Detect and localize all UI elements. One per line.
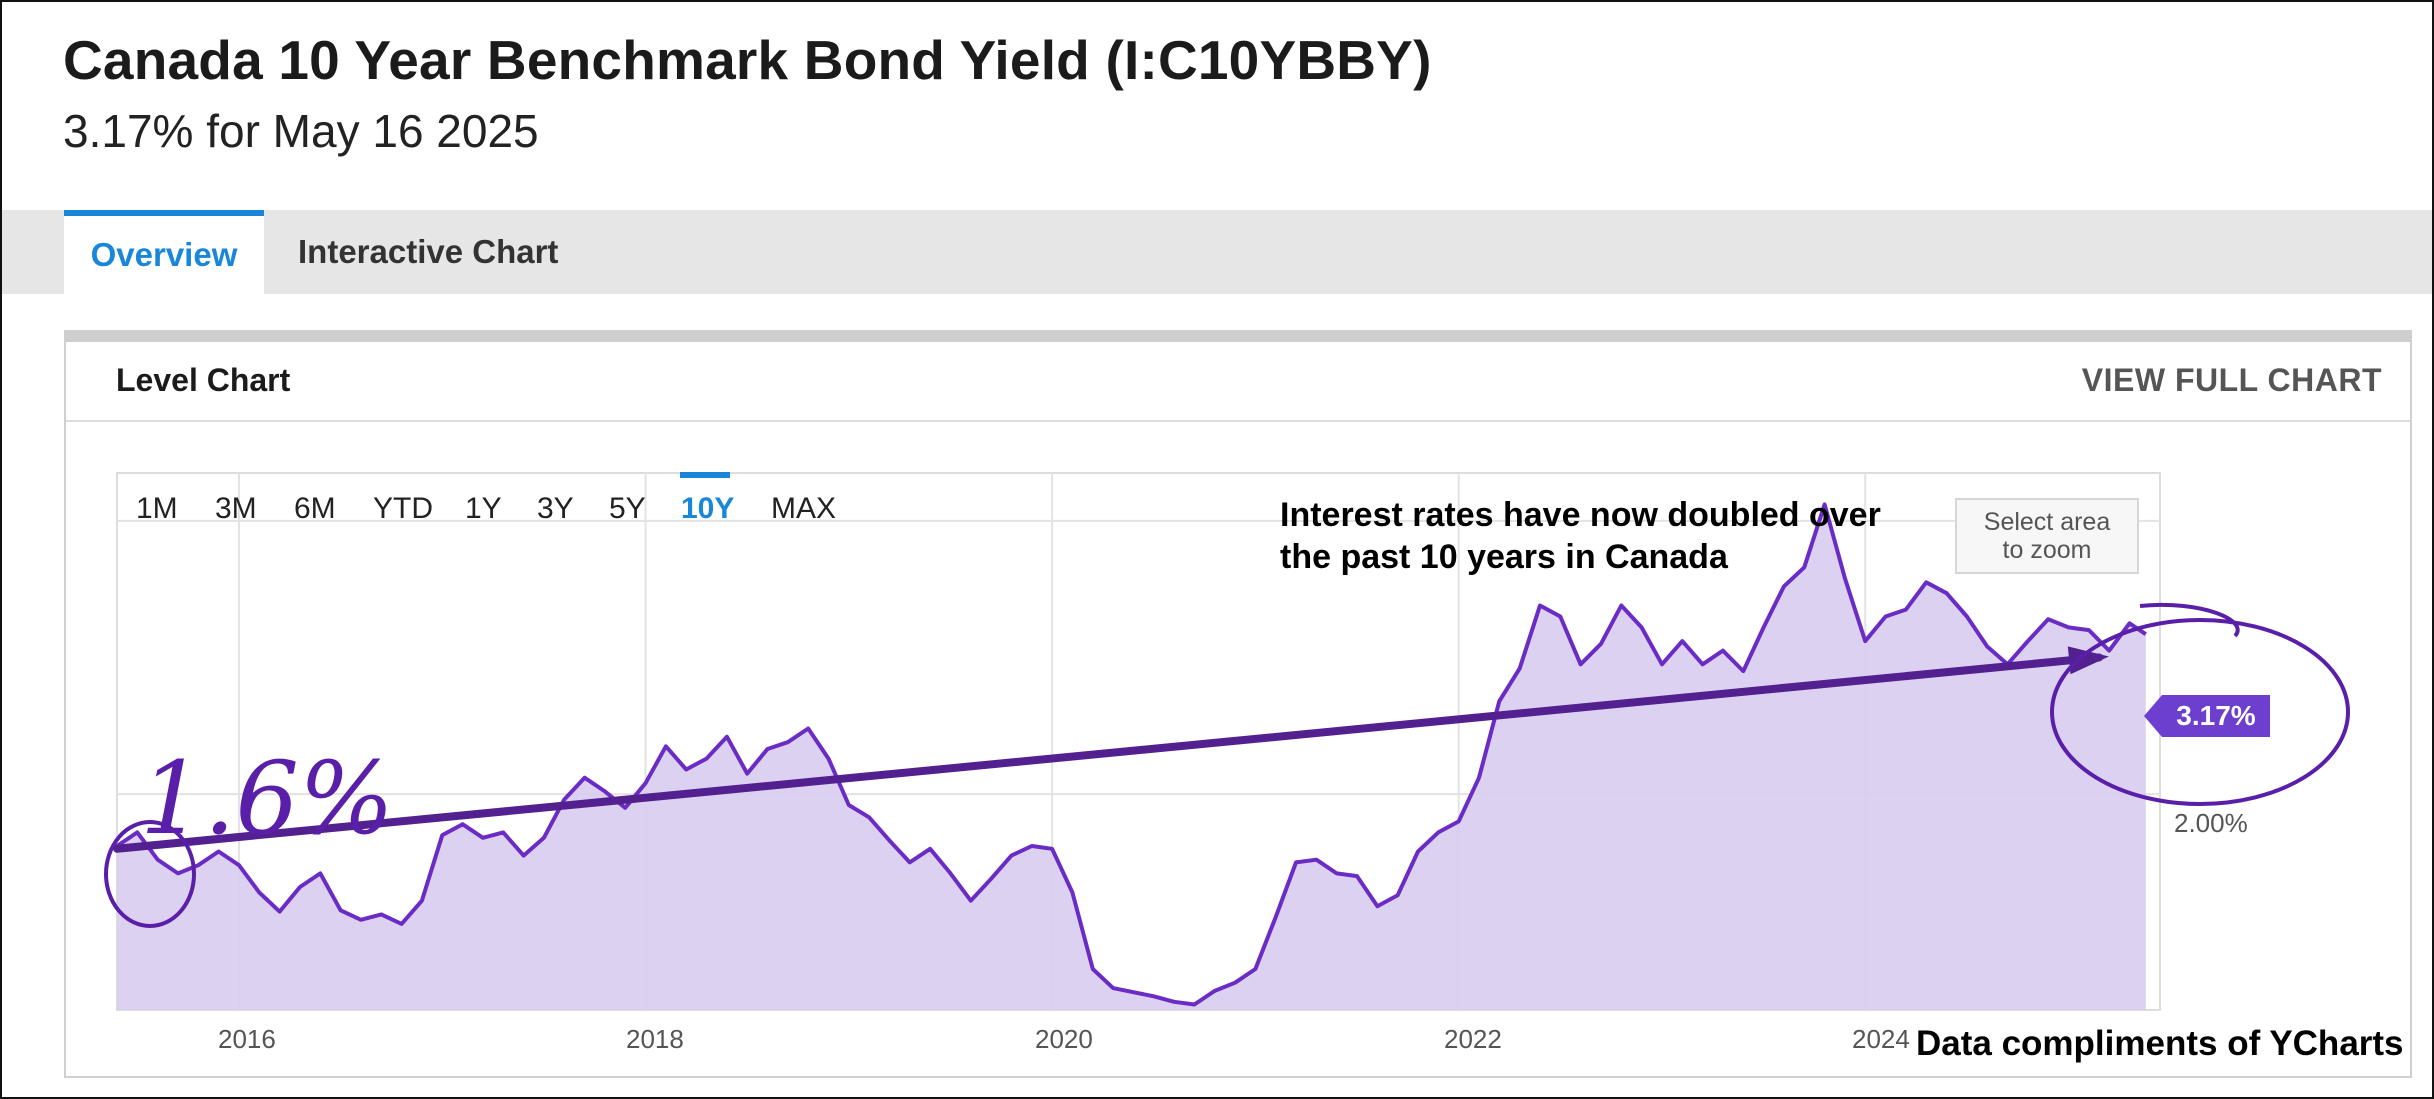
annotation-line-2: the past 10 years in Canada: [1280, 538, 1728, 576]
range-selected-indicator: [680, 472, 730, 478]
series-area: [117, 504, 2146, 1010]
x-tick-2020: 2020: [1035, 1024, 1093, 1054]
range-button-10y[interactable]: 10Y: [681, 492, 735, 525]
annotation-line-1: Interest rates have now doubled over: [1280, 496, 1881, 534]
circle-end-stroke: [2139, 603, 2240, 638]
card-header: Level Chart VIEW FULL CHART: [66, 342, 2410, 422]
page-title: Canada 10 Year Benchmark Bond Yield (I:C…: [63, 29, 1432, 91]
zoom-hint: Select area to zoom: [1955, 498, 2139, 574]
data-credit: Data compliments of YCharts: [1916, 1024, 2404, 1063]
trend-arrow-head: [2067, 646, 2109, 675]
range-button-1m[interactable]: 1M: [136, 492, 178, 525]
y-tick-label: 2.00%: [2174, 808, 2248, 838]
page-subtitle: 3.17% for May 16 2025: [63, 105, 539, 157]
last-value-pointer: [2144, 695, 2162, 737]
range-button-1y[interactable]: 1Y: [465, 492, 502, 525]
chart-annotation: Interest rates have now doubled over the…: [1280, 494, 1881, 578]
range-button-max[interactable]: MAX: [771, 492, 837, 525]
tab-overview[interactable]: Overview: [64, 210, 264, 294]
series-line: [115, 502, 2147, 1007]
circle-end-annotation: [2050, 618, 2350, 806]
last-value-label: 3.17%: [2162, 695, 2270, 737]
tab-bar: Overview Interactive Chart: [2, 210, 2432, 294]
range-button-ytd[interactable]: YTD: [373, 492, 433, 525]
card-top-border: [64, 330, 2412, 342]
range-button-5y[interactable]: 5Y: [609, 492, 646, 525]
range-button-3m[interactable]: 3M: [215, 492, 257, 525]
range-button-6m[interactable]: 6M: [294, 492, 336, 525]
view-full-chart-link[interactable]: VIEW FULL CHART: [2081, 362, 2382, 398]
x-tick-2024: 2024: [1852, 1024, 1910, 1054]
tab-interactive-chart[interactable]: Interactive Chart: [298, 233, 559, 270]
x-tick-2018: 2018: [626, 1024, 684, 1054]
zoom-hint-line-2: to zoom: [2002, 536, 2092, 564]
x-tick-2016: 2016: [218, 1024, 276, 1054]
zoom-hint-line-1: Select area: [1983, 508, 2111, 536]
trend-arrow-line: [113, 653, 2104, 853]
handwritten-annotation: 1.6%: [140, 740, 395, 857]
card-title: Level Chart: [116, 362, 291, 398]
x-tick-2022: 2022: [1444, 1024, 1502, 1054]
range-button-3y[interactable]: 3Y: [537, 492, 574, 525]
circle-start-annotation: [104, 820, 196, 928]
